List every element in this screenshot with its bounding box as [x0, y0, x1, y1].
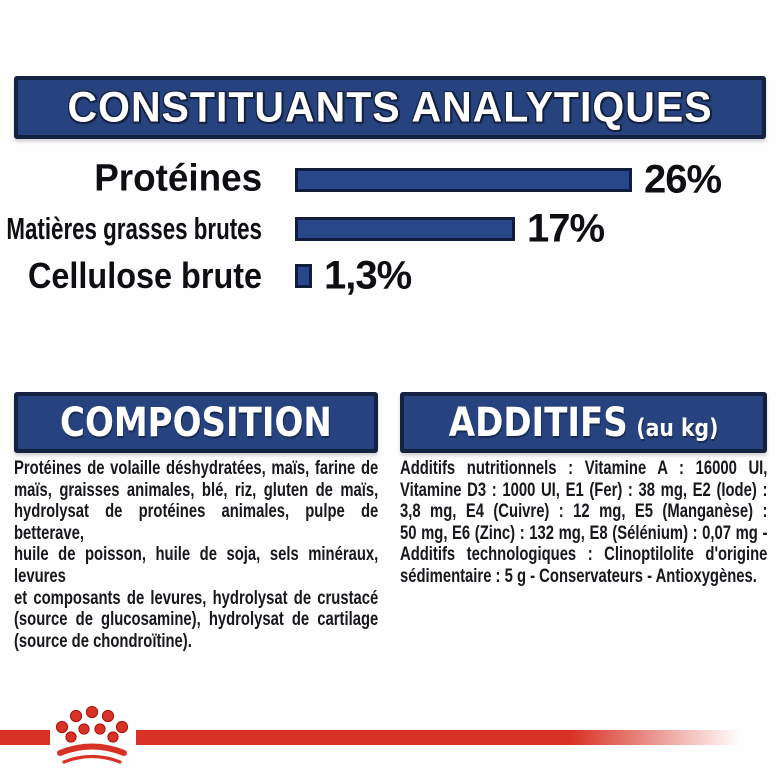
- chart-category-label: Cellulose brute: [27, 254, 262, 296]
- chart-row-proteins: Protéines 26%: [0, 156, 780, 204]
- text-line: Protéines de volaille déshydratées, maïs…: [14, 458, 379, 479]
- analytical-constituents-title: CONSTITUANTS ANALYTIQUES: [67, 83, 713, 131]
- footer-stripe-left: [0, 730, 50, 745]
- royal-canin-crown-logo: [55, 706, 129, 764]
- footer-stripe-right: [136, 730, 740, 745]
- chart-category-label: Protéines: [94, 157, 262, 200]
- analytical-constituents-banner: CONSTITUANTS ANALYTIQUES: [14, 76, 766, 139]
- text-line: (source de glucosamine), hydrolysat de c…: [14, 609, 379, 631]
- composition-text-block: Protéines de volaille déshydratées, maïs…: [14, 458, 378, 652]
- text-line: sédimentaire : 5 g - Conservateurs - Ant…: [400, 565, 757, 587]
- additives-title: ADDITIFS (au kg): [449, 400, 719, 446]
- chart-value-label: 26%: [644, 157, 722, 202]
- chart-bar: [295, 216, 515, 241]
- additives-paragraph: Additifs nutritionnels : Vitamine A : 16…: [400, 458, 767, 588]
- text-line: 3,8 mg, E4 (Cuivre) : 12 mg, E5 (Manganè…: [400, 501, 768, 523]
- additives-banner: ADDITIFS (au kg): [400, 392, 767, 453]
- text-line: (source de chondroïtine).: [14, 630, 192, 652]
- text-line: Additifs technologiques : Clinoptilolite…: [400, 544, 768, 566]
- text-line: maïs, graisses animales, blé, riz, glute…: [14, 479, 379, 501]
- chart-value-label: 1,3%: [324, 253, 412, 297]
- composition-paragraph: Protéines de volaille déshydratées, maïs…: [14, 458, 378, 652]
- chart-row-crude-fibre: Cellulose brute 1,3%: [0, 252, 780, 299]
- composition-banner: COMPOSITION: [14, 392, 378, 453]
- additives-title-suffix: (au kg): [636, 413, 719, 442]
- text-line: 50 mg, E6 (Zinc) : 132 mg, E8 (Sélénium)…: [400, 522, 768, 544]
- composition-title-text: COMPOSITION: [60, 399, 332, 446]
- additives-title-text: ADDITIFS: [448, 399, 628, 446]
- chart-bar: [295, 168, 632, 192]
- chart-row-crude-fat: Matières grasses brutes 17%: [0, 205, 780, 252]
- text-line: huile de poisson, huile de soja, sels mi…: [14, 544, 379, 587]
- additives-text-block: Additifs nutritionnels : Vitamine A : 16…: [400, 458, 767, 588]
- text-line: Additifs nutritionnels : Vitamine A : 16…: [400, 458, 768, 479]
- text-line: Vitamine D3 : 1000 UI, E1 (Fer) : 38 mg,…: [400, 479, 768, 501]
- chart-value-label: 17%: [527, 206, 605, 250]
- chart-category-label: Matières grasses brutes: [6, 210, 262, 246]
- composition-title: COMPOSITION: [60, 400, 332, 446]
- text-line: hydrolysat de protéines animales, pulpe …: [14, 501, 379, 544]
- text-line: et composants de levures, hydrolysat de …: [14, 587, 379, 609]
- chart-bar: [295, 263, 312, 288]
